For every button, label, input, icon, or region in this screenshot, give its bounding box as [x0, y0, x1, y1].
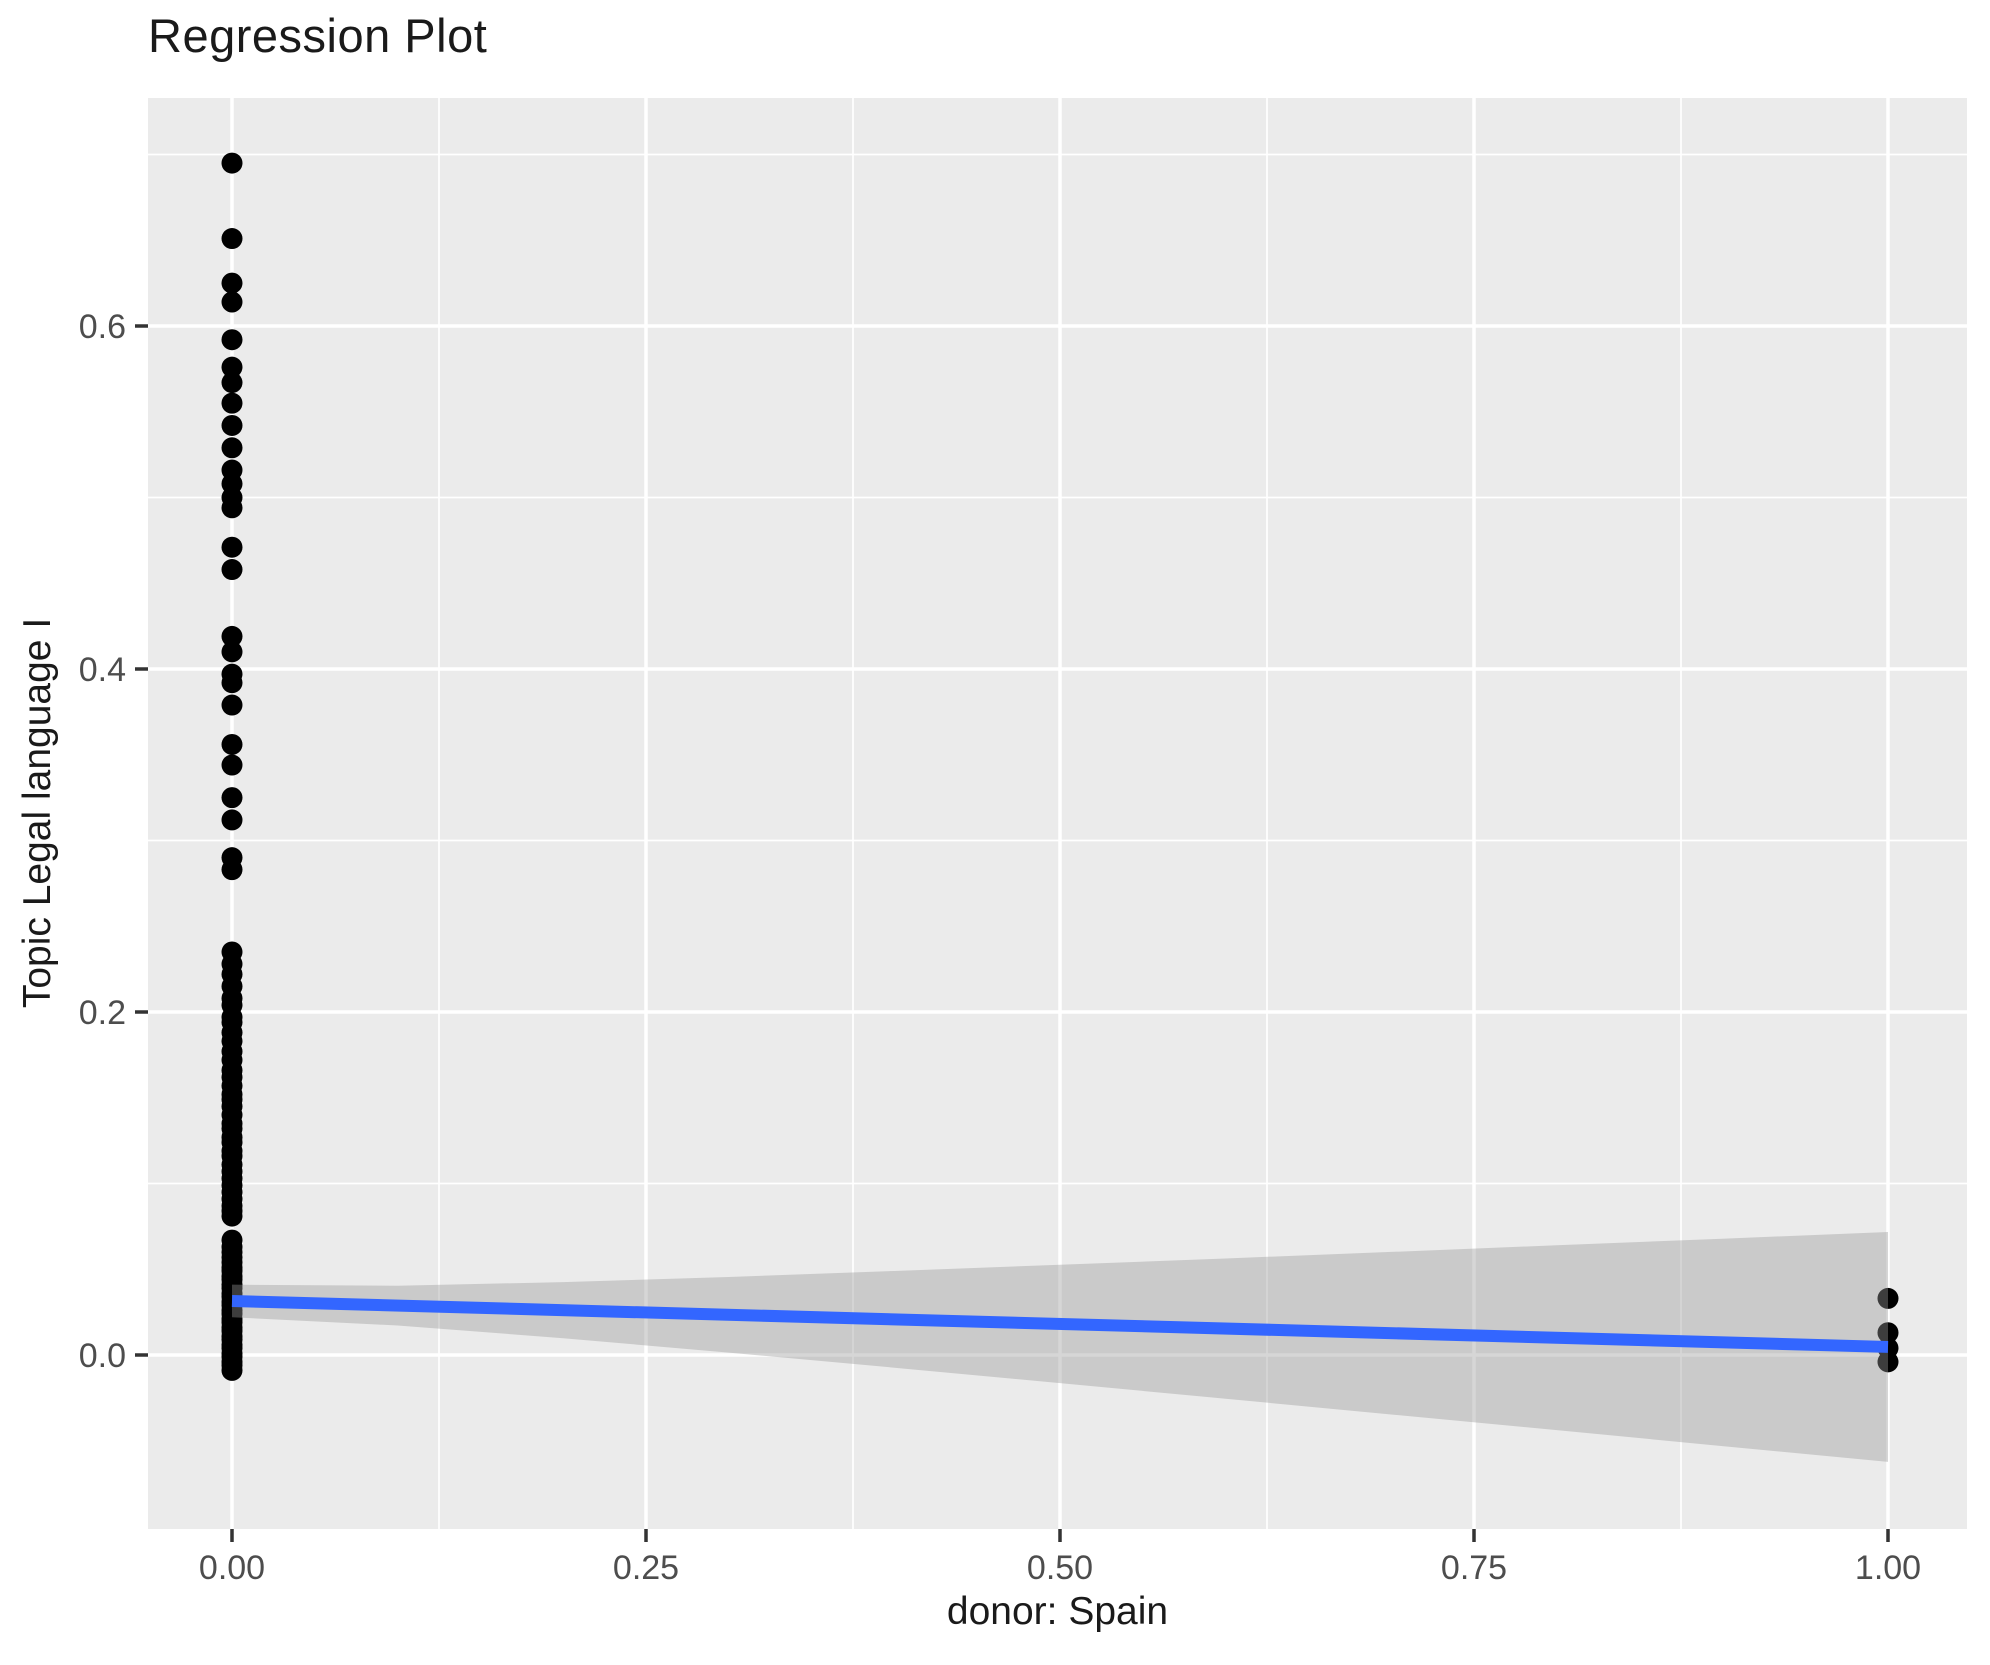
data-point [221, 625, 243, 647]
data-point [221, 809, 243, 831]
data-point [221, 672, 243, 694]
data-point [1877, 1322, 1899, 1344]
y-axis-title: Topic Legal language I [16, 617, 59, 1009]
y-tick-label: 0.0 [79, 1337, 126, 1375]
data-point [1877, 1287, 1899, 1309]
x-axis-title: donor: Spain [946, 1590, 1169, 1633]
y-tick-label: 0.4 [79, 651, 126, 689]
data-point [221, 329, 243, 351]
data-point [221, 414, 243, 436]
x-tick-label: 0.50 [1027, 1549, 1093, 1587]
data-point [221, 694, 243, 716]
data-point [221, 559, 243, 581]
x-tick-label: 0.75 [1441, 1549, 1507, 1587]
data-point [221, 372, 243, 394]
confidence-band [232, 1232, 1888, 1462]
data-point [221, 228, 243, 250]
panel-background [148, 98, 1967, 1529]
data-point [221, 641, 243, 663]
data-point [221, 754, 243, 776]
data-point [221, 272, 243, 294]
x-tick-label: 0.00 [199, 1549, 265, 1587]
data-point [221, 392, 243, 414]
data-point [221, 356, 243, 378]
data-point [221, 536, 243, 558]
data-point [221, 291, 243, 313]
data-point [221, 152, 243, 174]
x-tick-label: 1.00 [1855, 1549, 1921, 1587]
data-point [221, 497, 243, 519]
data-point [1877, 1351, 1899, 1373]
data-point [221, 437, 243, 459]
data-point [221, 1359, 243, 1381]
chart-title: Regression Plot [148, 9, 488, 62]
data-point [221, 1205, 243, 1227]
y-tick-label: 0.2 [79, 994, 126, 1032]
x-tick-label: 0.25 [613, 1549, 679, 1587]
regression-line [231, 1294, 1889, 1353]
data-point [221, 859, 243, 881]
data-point [221, 787, 243, 809]
y-tick-label: 0.6 [79, 308, 126, 346]
data-point [221, 733, 243, 755]
